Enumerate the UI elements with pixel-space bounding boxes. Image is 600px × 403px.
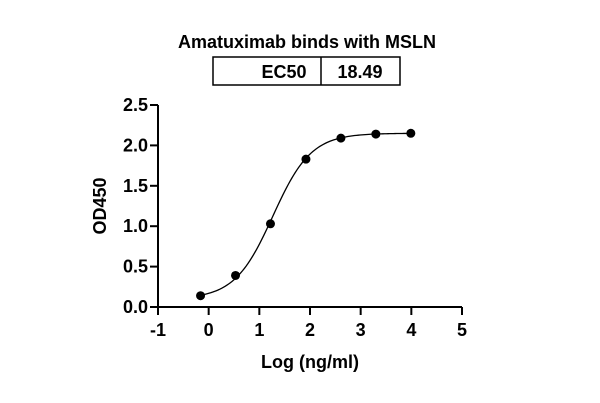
- ec50-table-border: [212, 56, 401, 86]
- data-point: [406, 128, 416, 138]
- y-tick-label: 1.0: [123, 216, 148, 236]
- x-tick-label: -1: [150, 320, 166, 340]
- y-tick-label: 1.5: [123, 176, 148, 196]
- data-point: [196, 291, 206, 301]
- x-tick-label: 5: [457, 320, 467, 340]
- y-tick-label: 2.5: [123, 95, 148, 115]
- x-tick-label: 3: [356, 320, 366, 340]
- x-tick-label: 4: [406, 320, 416, 340]
- y-tick-label: 2.0: [123, 135, 148, 155]
- data-point: [265, 219, 275, 229]
- x-tick-label: 2: [305, 320, 315, 340]
- y-axis-ticks: 0.0 0.5 1.0 1.5 2.0 2.5: [123, 95, 158, 317]
- y-axis-label: OD450: [90, 177, 110, 234]
- x-axis-label: Log (ng/ml): [261, 352, 359, 372]
- y-tick-label: 0.0: [123, 297, 148, 317]
- chart-title: Amatuximab binds with MSLN: [178, 32, 436, 52]
- y-tick-label: 0.5: [123, 257, 148, 277]
- data-point: [371, 129, 381, 139]
- data-point: [301, 154, 311, 164]
- ec50-value: 18.49: [337, 62, 382, 82]
- data-point: [336, 133, 346, 143]
- x-tick-label: 0: [204, 320, 214, 340]
- x-axis-ticks: -1 0 1 2 3 4 5: [150, 307, 467, 340]
- data-point: [231, 270, 241, 280]
- ec50-table: EC50 18.49: [212, 56, 401, 86]
- data-points: [196, 128, 416, 301]
- x-tick-label: 1: [254, 320, 264, 340]
- ec50-label: EC50: [261, 62, 306, 82]
